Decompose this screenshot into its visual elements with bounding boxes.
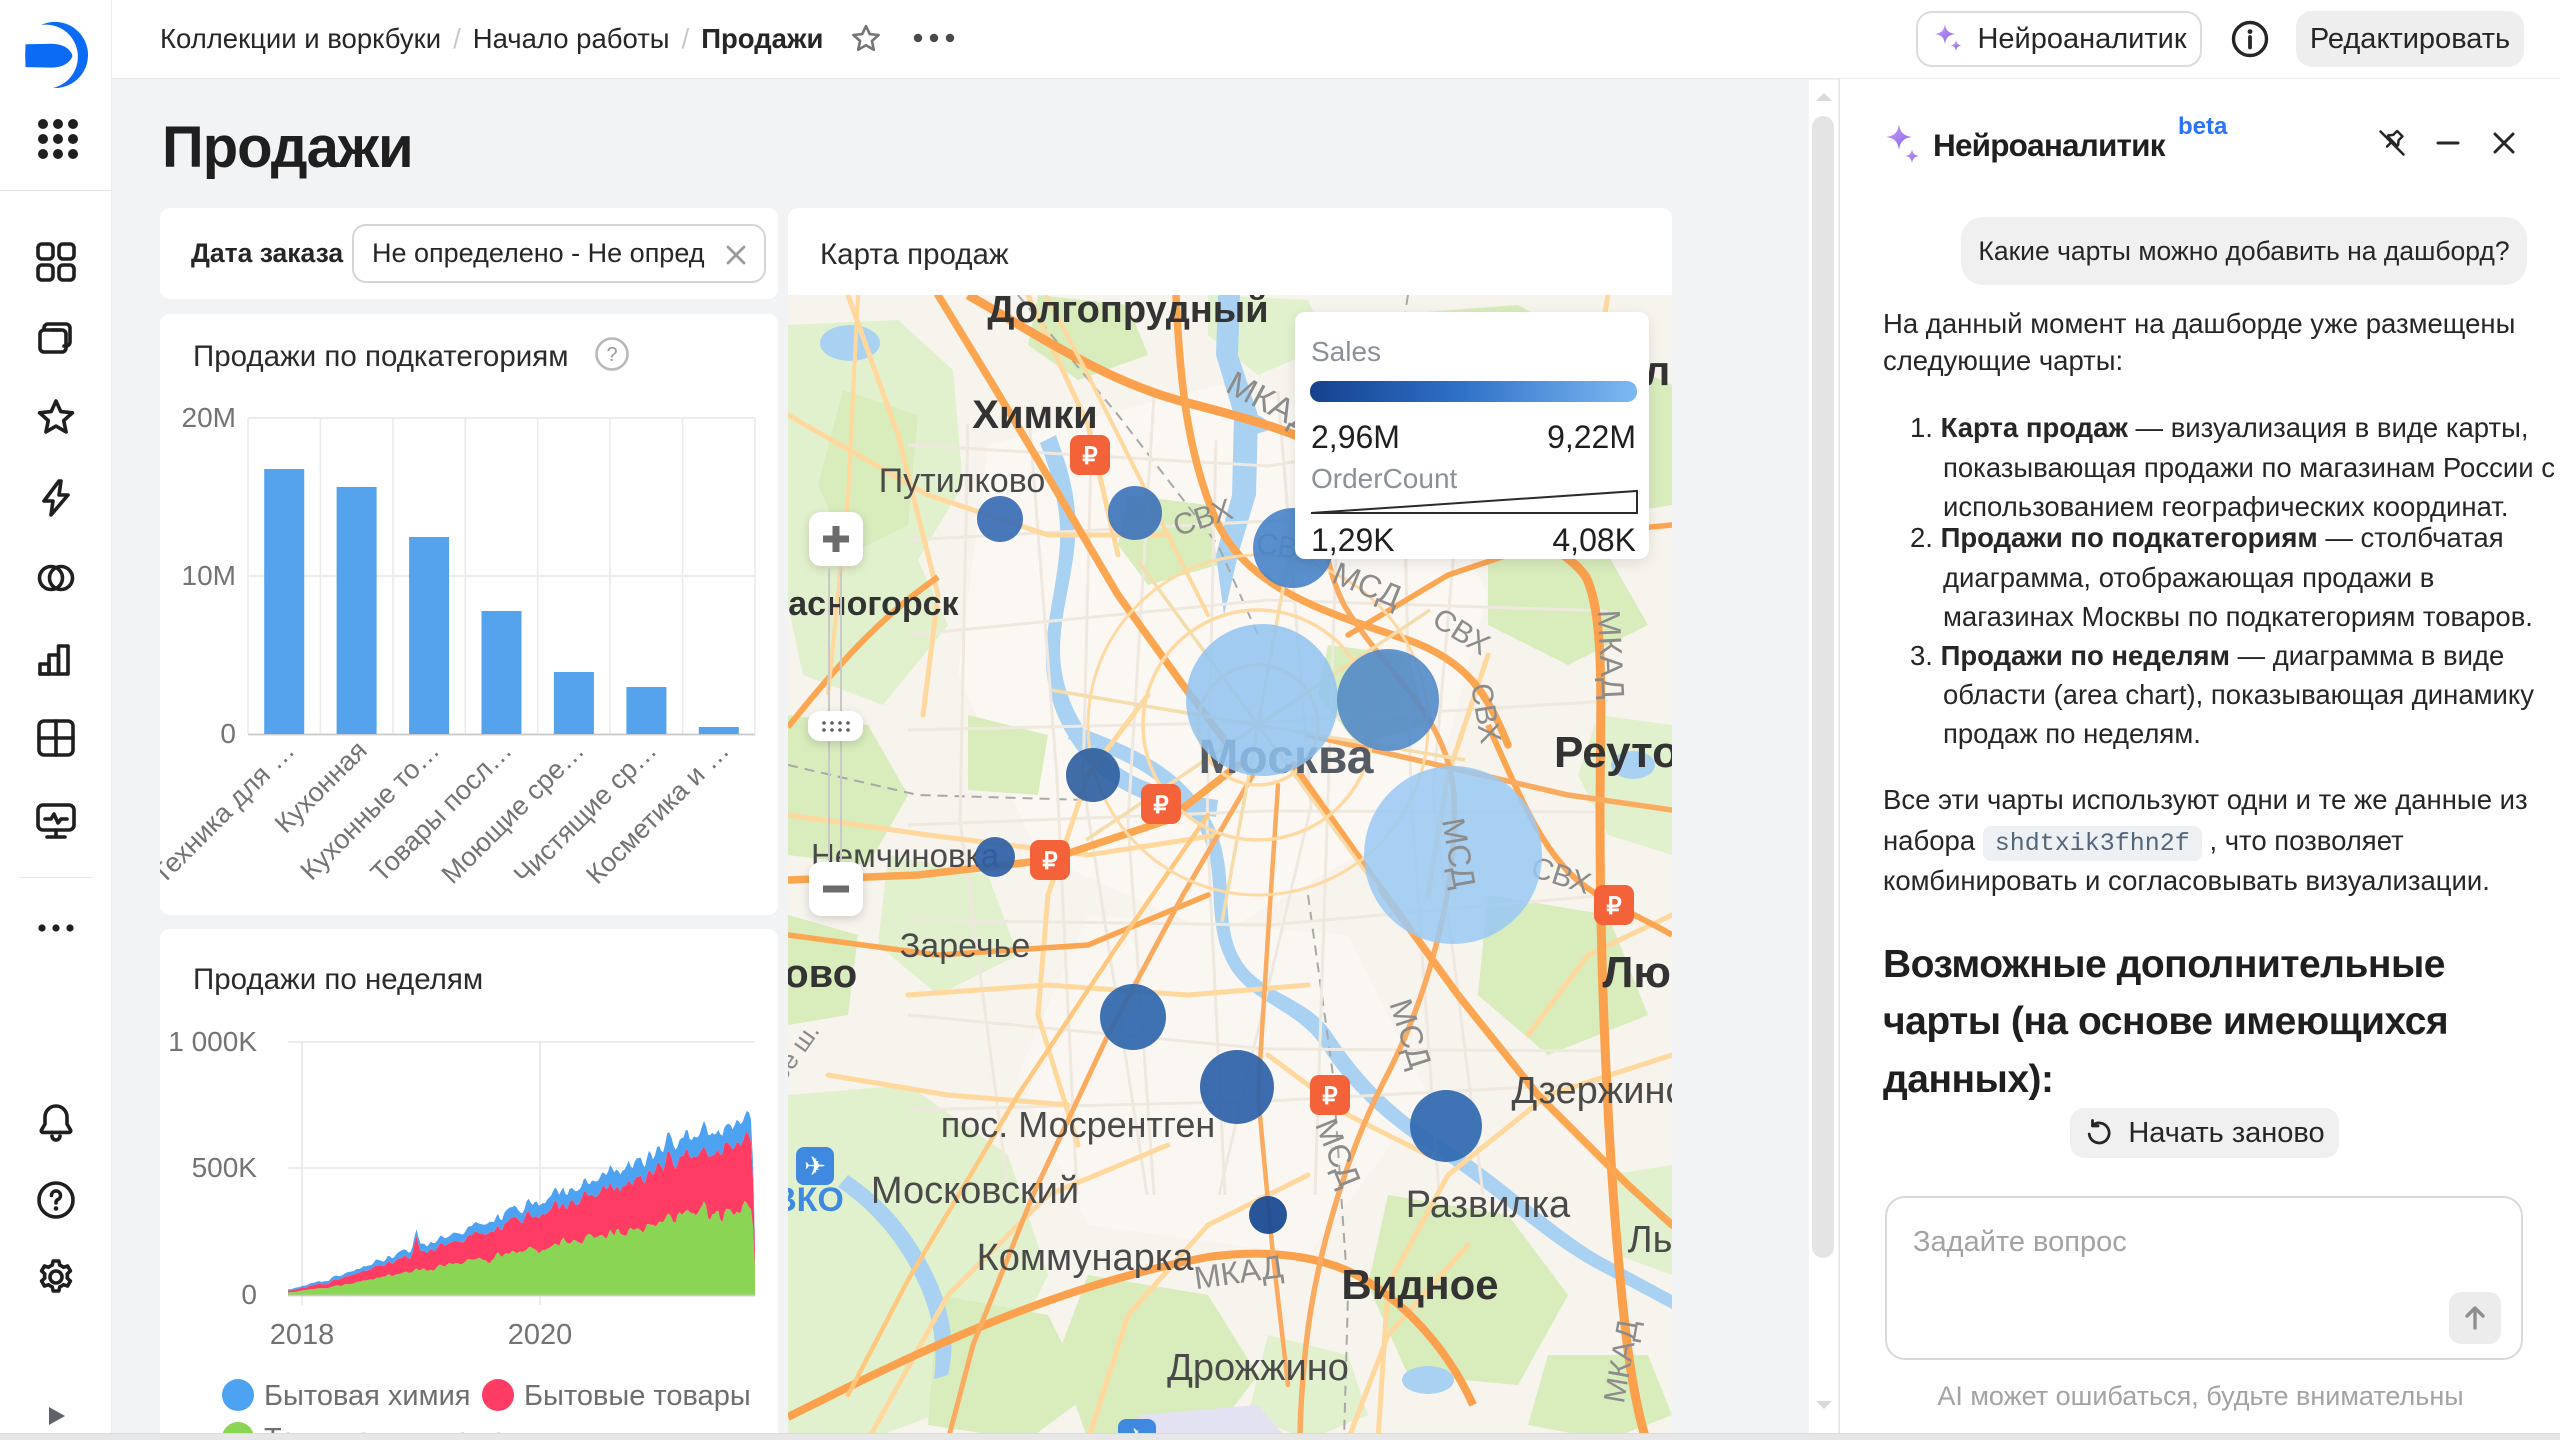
svg-text:✈: ✈ — [804, 1151, 826, 1181]
svg-text:500K: 500K — [192, 1152, 258, 1183]
svg-text:ВКО: ВКО — [788, 1181, 844, 1219]
svg-text:2018: 2018 — [270, 1319, 335, 1351]
svg-text:МКАД: МКАД — [1591, 609, 1632, 700]
svg-text:Видное: Видное — [1341, 1261, 1498, 1308]
svg-text:пос. Мосрентген: пос. Мосрентген — [941, 1104, 1216, 1145]
svg-text:₽: ₽ — [1042, 848, 1057, 875]
svg-text:1 000K: 1 000K — [168, 1026, 257, 1057]
svg-text:₽: ₽ — [1153, 792, 1168, 819]
svg-text:?: ? — [606, 344, 617, 366]
svg-text:Коммунарка: Коммунарка — [977, 1237, 1195, 1279]
svg-text:Бытовая химия: Бытовая химия — [264, 1380, 470, 1412]
svg-text:₽: ₽ — [1606, 893, 1621, 920]
svg-text:Заречье: Заречье — [900, 927, 1030, 965]
svg-text:Бытовые товары: Бытовые товары — [524, 1380, 751, 1412]
svg-text:расногорск: расногорск — [788, 585, 960, 623]
svg-text:10M: 10M — [182, 560, 236, 591]
svg-text:2020: 2020 — [508, 1319, 573, 1351]
svg-text:₽: ₽ — [1082, 443, 1097, 470]
svg-text:Долгопрудный: Долгопрудный — [987, 295, 1268, 331]
svg-text:Ль: Ль — [1628, 1219, 1672, 1261]
svg-text:20M: 20M — [182, 402, 236, 433]
svg-text:Дзержинс: Дзержинс — [1512, 1070, 1672, 1112]
svg-text:дово: дово — [788, 952, 857, 996]
svg-text:Развилка: Развилка — [1406, 1184, 1571, 1226]
svg-text:Люб: Люб — [1602, 948, 1672, 997]
svg-text:0: 0 — [241, 1279, 257, 1310]
svg-text:Химки: Химки — [972, 393, 1097, 437]
svg-text:Реутов: Реутов — [1554, 728, 1672, 777]
svg-text:Московский: Московский — [871, 1170, 1079, 1212]
svg-text:Путилково: Путилково — [879, 462, 1046, 500]
svg-text:0: 0 — [220, 718, 236, 749]
svg-text:₽: ₽ — [1322, 1083, 1337, 1110]
svg-text:Дрожжино: Дрожжино — [1167, 1347, 1349, 1389]
